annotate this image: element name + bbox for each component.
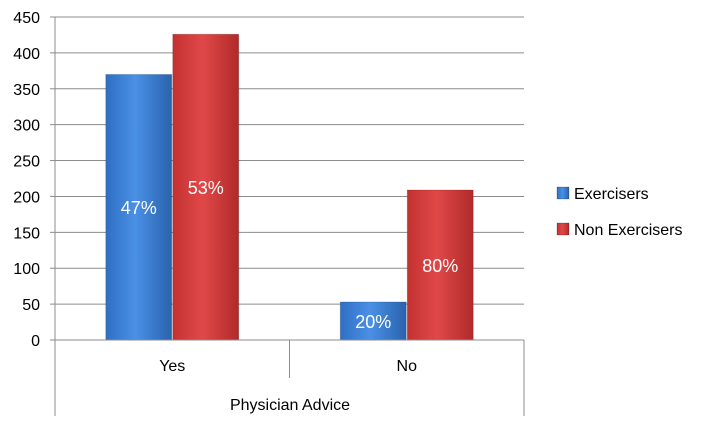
y-tick-label: 100 [13, 261, 40, 278]
y-tick-label: 150 [13, 225, 40, 242]
bar-exercisers [105, 73, 173, 341]
data-label: 47% [121, 198, 157, 218]
legend-swatch [556, 186, 570, 200]
x-category-label: Yes [159, 358, 185, 375]
y-tick-label: 450 [13, 10, 40, 27]
legend-swatch [556, 222, 570, 236]
bars: 47% 53% 20% 80% [105, 33, 474, 341]
x-axis: Yes No [54, 339, 525, 416]
legend-label: Exercisers [574, 186, 649, 203]
bar-non-exercisers [172, 33, 240, 341]
data-label: 20% [355, 312, 391, 332]
legend: Exercisers Non Exercisers [556, 186, 682, 239]
y-tick-label: 0 [31, 333, 40, 350]
bar-exercisers [339, 301, 407, 341]
x-category-label: No [397, 358, 418, 375]
data-label: 80% [422, 256, 458, 276]
y-tick-label: 200 [13, 189, 40, 206]
legend-label: Non Exercisers [574, 222, 682, 239]
y-tick-label: 350 [13, 82, 40, 99]
y-tick-label: 400 [13, 46, 40, 63]
x-axis-group-label: Physician Advice [230, 397, 350, 414]
y-tick-label: 250 [13, 154, 40, 171]
y-tick-label: 50 [22, 297, 40, 314]
data-label: 53% [188, 178, 224, 198]
y-tick-label: 300 [13, 118, 40, 135]
y-axis: 0 50 100 150 200 250 300 350 400 450 [13, 10, 56, 350]
bar-non-exercisers [406, 189, 474, 341]
